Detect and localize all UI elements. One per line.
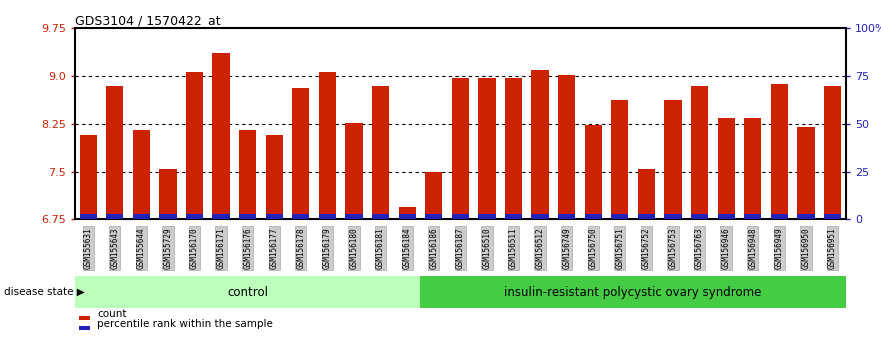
Bar bbox=[426, 172, 442, 219]
Bar bbox=[478, 215, 495, 219]
Bar bbox=[426, 215, 442, 219]
Bar bbox=[186, 215, 204, 219]
Bar bbox=[319, 72, 336, 219]
Bar bbox=[505, 78, 522, 219]
Bar bbox=[159, 215, 176, 219]
Bar bbox=[265, 135, 283, 219]
Bar bbox=[824, 215, 841, 219]
Bar bbox=[239, 130, 256, 219]
Bar bbox=[664, 215, 682, 219]
Bar bbox=[292, 215, 309, 219]
Bar bbox=[79, 215, 97, 219]
Bar bbox=[452, 215, 469, 219]
Bar bbox=[398, 215, 416, 219]
Bar bbox=[638, 169, 655, 219]
Bar bbox=[797, 127, 815, 219]
Bar bbox=[611, 215, 628, 219]
Bar bbox=[292, 87, 309, 219]
Bar bbox=[106, 86, 123, 219]
Bar bbox=[79, 135, 97, 219]
Bar bbox=[771, 84, 788, 219]
Bar bbox=[212, 52, 230, 219]
Text: percentile rank within the sample: percentile rank within the sample bbox=[97, 319, 273, 329]
Bar bbox=[585, 125, 602, 219]
Bar bbox=[771, 215, 788, 219]
Text: disease state ▶: disease state ▶ bbox=[4, 287, 85, 297]
Bar bbox=[398, 207, 416, 219]
Bar bbox=[372, 86, 389, 219]
Bar bbox=[265, 215, 283, 219]
Bar bbox=[505, 215, 522, 219]
Text: count: count bbox=[97, 309, 126, 319]
Bar bbox=[186, 72, 204, 219]
Bar bbox=[744, 215, 761, 219]
Bar bbox=[824, 86, 841, 219]
Bar bbox=[133, 130, 150, 219]
Bar bbox=[638, 215, 655, 219]
Bar bbox=[319, 215, 336, 219]
Bar bbox=[531, 215, 549, 219]
Bar bbox=[797, 215, 815, 219]
Bar bbox=[159, 169, 176, 219]
Bar bbox=[345, 122, 363, 219]
Text: control: control bbox=[227, 286, 268, 298]
Text: insulin-resistant polycystic ovary syndrome: insulin-resistant polycystic ovary syndr… bbox=[505, 286, 762, 298]
Bar bbox=[133, 215, 150, 219]
Bar bbox=[239, 215, 256, 219]
Bar bbox=[452, 78, 469, 219]
Bar bbox=[744, 118, 761, 219]
Bar bbox=[212, 215, 230, 219]
Bar bbox=[717, 118, 735, 219]
Bar bbox=[691, 215, 708, 219]
Bar bbox=[478, 78, 495, 219]
Bar bbox=[345, 215, 363, 219]
Bar bbox=[664, 100, 682, 219]
Bar bbox=[717, 215, 735, 219]
Bar bbox=[558, 215, 575, 219]
Text: GDS3104 / 1570422_at: GDS3104 / 1570422_at bbox=[75, 14, 220, 27]
Bar bbox=[585, 215, 602, 219]
Bar bbox=[531, 70, 549, 219]
Bar bbox=[558, 75, 575, 219]
Bar bbox=[106, 215, 123, 219]
Bar bbox=[691, 86, 708, 219]
Bar bbox=[611, 100, 628, 219]
Bar bbox=[372, 215, 389, 219]
